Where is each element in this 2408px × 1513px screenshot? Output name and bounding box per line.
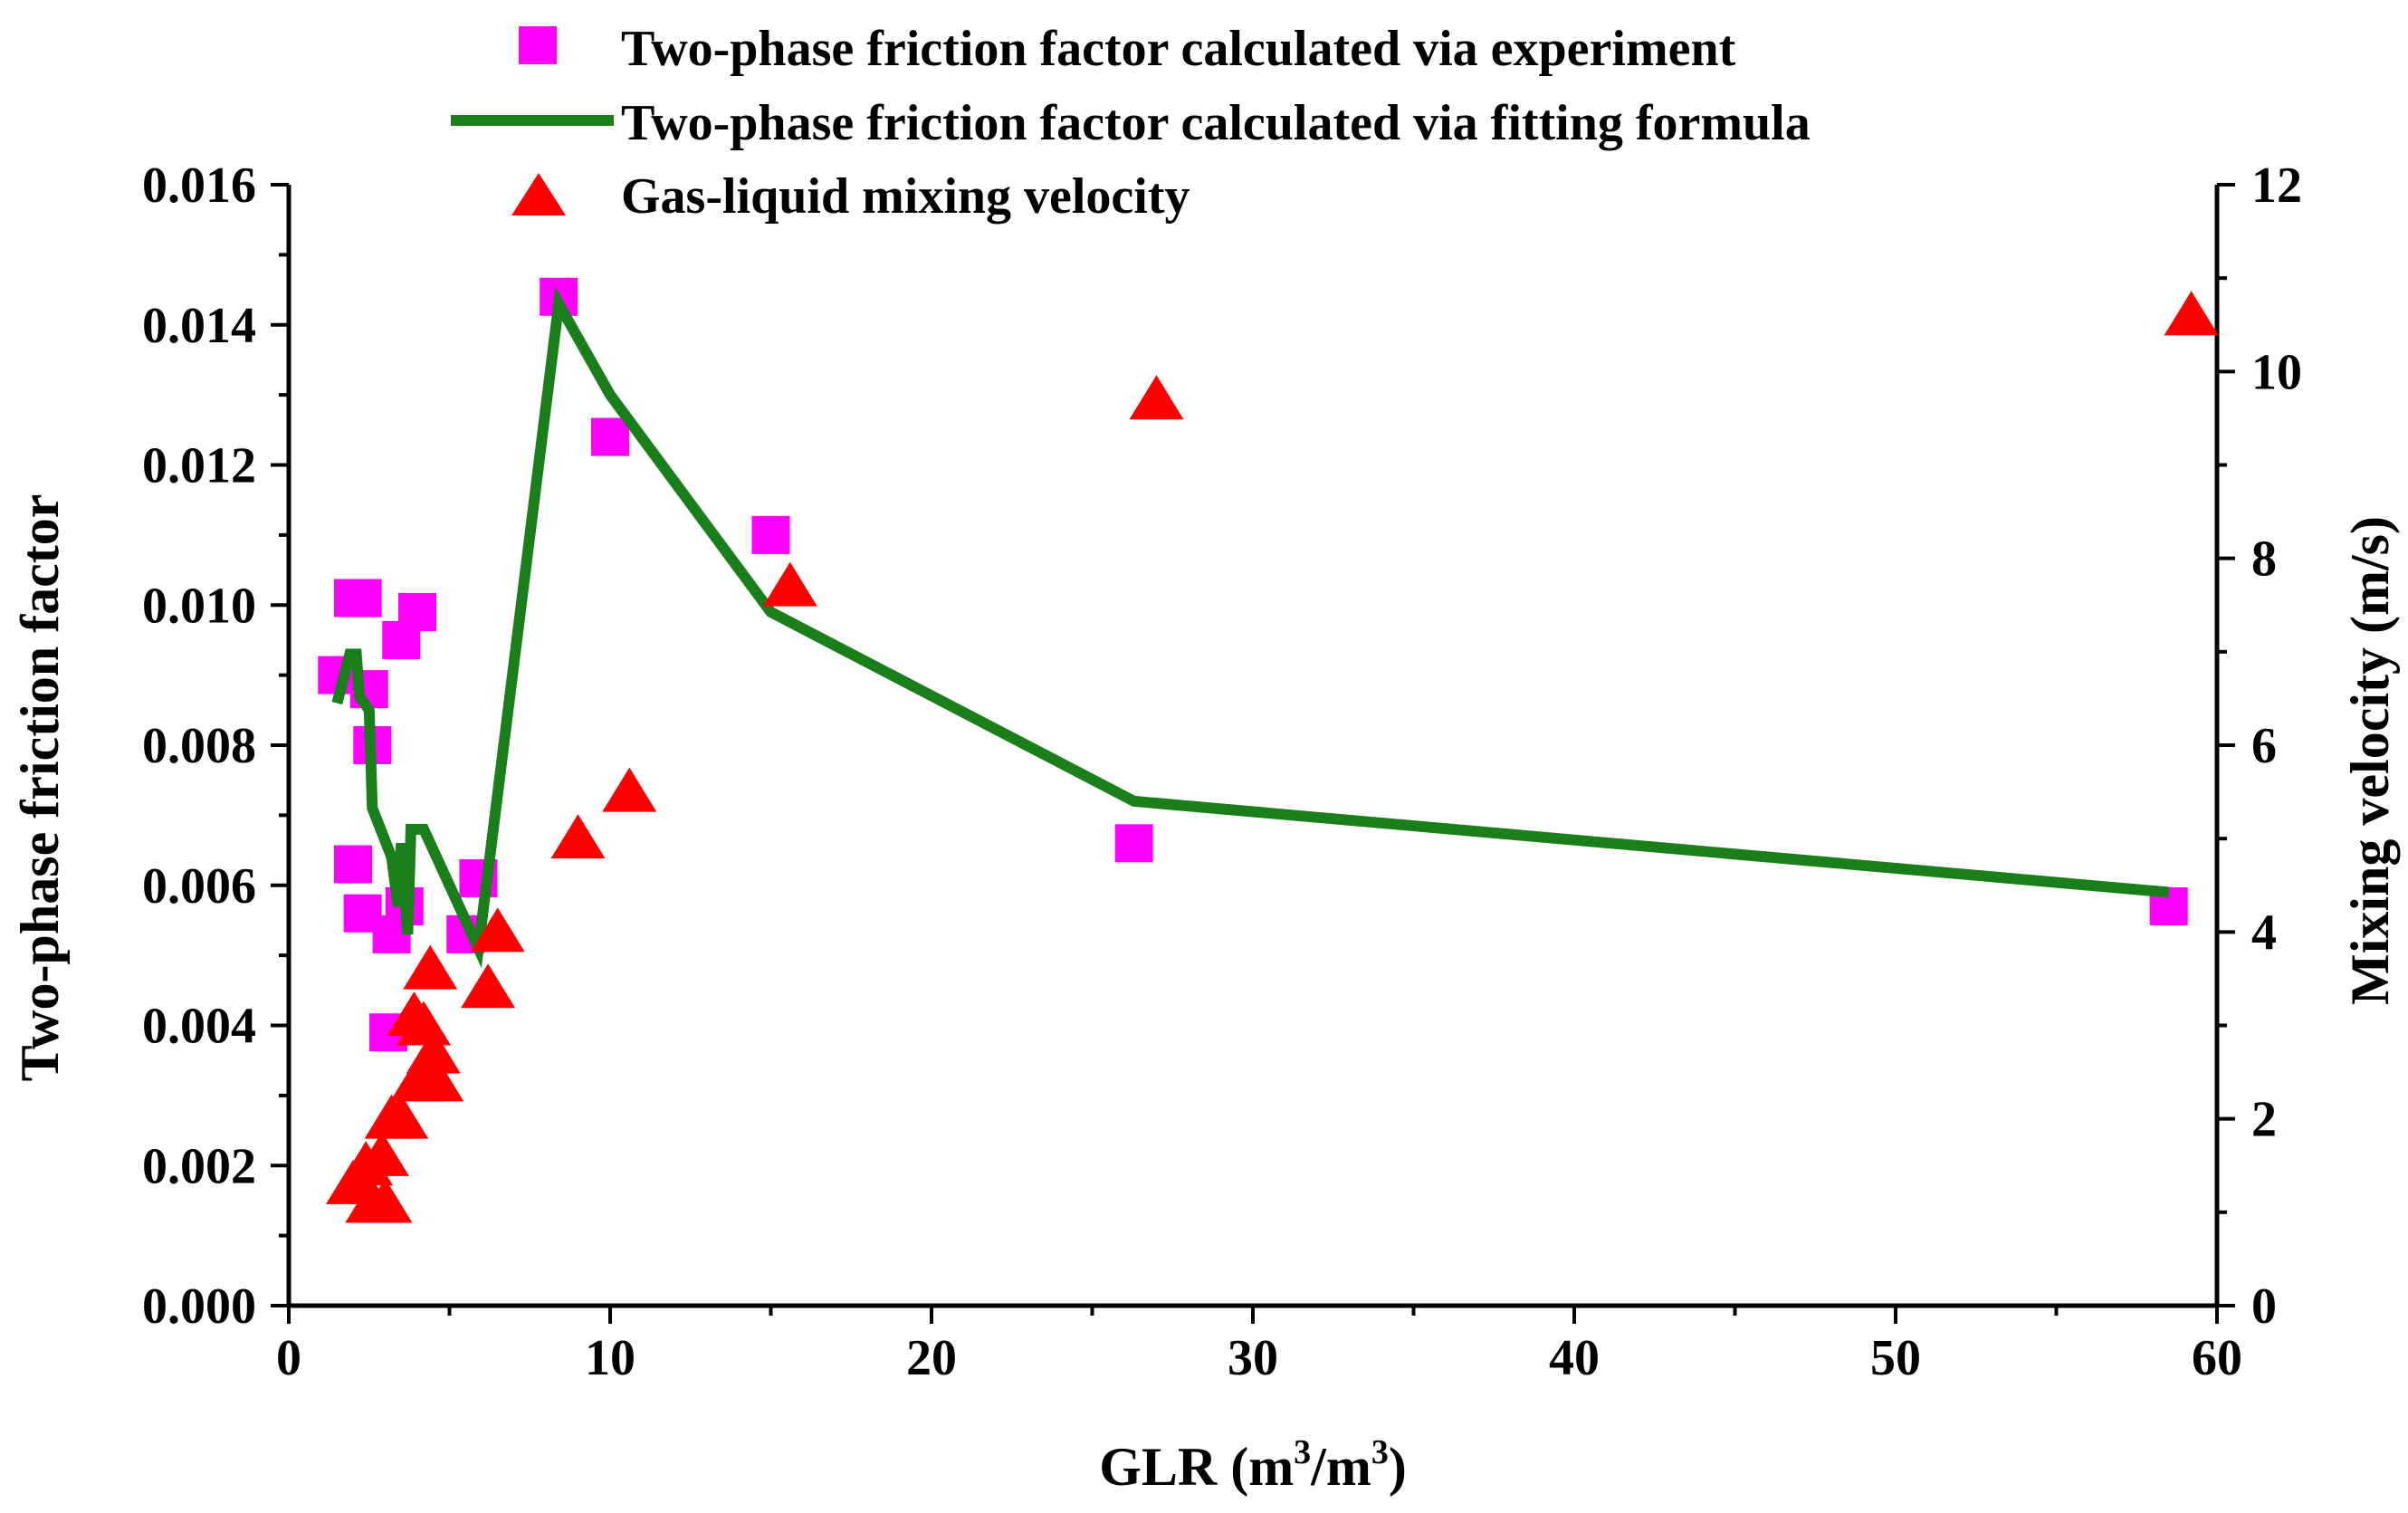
right-y-tick-label: 4 (2251, 905, 2277, 961)
mixing-velocity-point (461, 963, 516, 1009)
mixing-velocity-point (2164, 291, 2219, 336)
x-tick-label: 10 (585, 1330, 635, 1386)
x-axis-ticks: 0 10 20 30 40 50 60 (276, 1306, 2242, 1386)
right-y-tick-label: 8 (2251, 531, 2277, 588)
mixing-velocity-point (403, 944, 458, 990)
x-tick-label: 0 (276, 1330, 301, 1386)
legend: Two-phase friction factor calculated via… (451, 21, 1811, 225)
x-tick-label: 30 (1228, 1330, 1278, 1386)
left-y-tick-label: 0.008 (142, 718, 256, 774)
legend-square-marker (519, 26, 557, 64)
right-y-tick-label: 2 (2251, 1092, 2277, 1148)
x-tick-label: 60 (2192, 1330, 2242, 1386)
x-tick-label: 50 (1870, 1330, 1921, 1386)
legend-label-fitting: Two-phase friction factor calculated via… (621, 95, 1811, 151)
right-axis-ticks: 0 2 4 6 8 10 12 (2217, 158, 2302, 1335)
left-y-tick-label: 0.006 (142, 858, 256, 915)
series-layer (318, 277, 2219, 1223)
mixing-velocity-point (374, 1094, 429, 1139)
mixing-velocity-point (470, 907, 525, 953)
right-y-tick-label: 6 (2251, 718, 2277, 774)
left-y-tick-label: 0.014 (142, 298, 256, 354)
mixing-velocity-point (358, 1178, 413, 1223)
right-axis-title: Mixing velocity (m/s) (2340, 516, 2400, 1005)
x-axis-title: GLR (m3/m3) (1099, 1433, 1407, 1497)
right-y-tick-label: 10 (2251, 344, 2302, 400)
mixing-velocity-point (1129, 375, 1184, 420)
mixing-velocity-point (762, 561, 817, 607)
fitting-formula-line (331, 286, 2170, 969)
experiment-point (334, 845, 372, 884)
left-axis-title: Two-phase friction factor (10, 494, 70, 1082)
mixing-velocity-point (602, 767, 657, 812)
mixing-velocity-point (406, 1029, 461, 1074)
mixing-velocity-point (550, 814, 606, 859)
legend-label-experiment: Two-phase friction factor calculated via… (621, 21, 1736, 77)
legend-triangle-marker (511, 173, 566, 215)
experiment-point (1114, 824, 1153, 863)
x-tick-label: 20 (906, 1330, 957, 1386)
legend-label-velocity: Gas-liquid mixing velocity (621, 168, 1190, 225)
experiment-point (398, 592, 436, 631)
left-y-tick-label: 0.004 (142, 999, 256, 1055)
experiment-point (343, 579, 382, 618)
left-y-tick-label: 0.012 (142, 438, 256, 494)
mixing-velocity-point (387, 991, 442, 1037)
x-tick-label: 40 (1549, 1330, 1600, 1386)
left-y-tick-label: 0.000 (142, 1278, 256, 1335)
right-y-tick-label: 12 (2251, 158, 2302, 214)
right-y-tick-label: 0 (2251, 1278, 2277, 1335)
mixing-velocity-point (409, 1057, 464, 1102)
left-y-tick-label: 0.010 (142, 578, 256, 634)
experiment-point (591, 417, 629, 456)
left-axis-ticks: 0.000 0.002 0.004 0.006 0.008 0.010 0.012 0.014… (142, 158, 289, 1335)
left-y-tick-label: 0.016 (142, 158, 256, 214)
experiment-point (751, 515, 790, 554)
left-y-tick-label: 0.002 (142, 1138, 256, 1194)
mixing-velocity-point (354, 1131, 409, 1176)
